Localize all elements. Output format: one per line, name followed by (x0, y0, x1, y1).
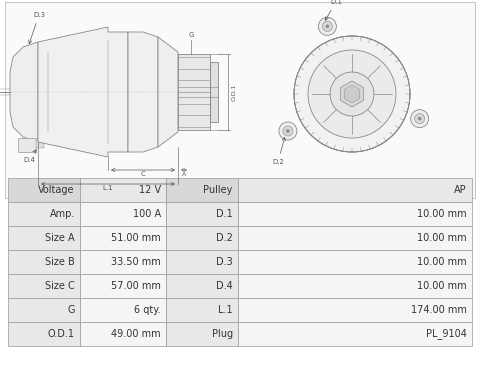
Circle shape (418, 117, 421, 120)
FancyBboxPatch shape (238, 274, 472, 298)
Text: D.2: D.2 (272, 137, 286, 165)
Text: PL_9104: PL_9104 (426, 329, 467, 340)
Text: 10.00 mm: 10.00 mm (418, 281, 467, 291)
FancyBboxPatch shape (166, 298, 238, 322)
Text: Voltage: Voltage (38, 185, 75, 195)
Text: Size A: Size A (45, 233, 75, 243)
FancyBboxPatch shape (166, 274, 238, 298)
FancyBboxPatch shape (80, 274, 166, 298)
Text: Size C: Size C (45, 281, 75, 291)
Text: A: A (182, 172, 186, 177)
FancyBboxPatch shape (36, 140, 44, 148)
Text: D.3: D.3 (29, 12, 45, 44)
Circle shape (411, 110, 429, 127)
Text: 10.00 mm: 10.00 mm (418, 209, 467, 219)
Text: 33.50 mm: 33.50 mm (111, 257, 161, 267)
FancyBboxPatch shape (166, 178, 238, 202)
FancyBboxPatch shape (166, 322, 238, 346)
Polygon shape (341, 81, 363, 107)
Text: 51.00 mm: 51.00 mm (111, 233, 161, 243)
Circle shape (318, 17, 336, 35)
Circle shape (330, 72, 374, 116)
Text: 10.00 mm: 10.00 mm (418, 257, 467, 267)
FancyBboxPatch shape (238, 322, 472, 346)
FancyBboxPatch shape (8, 202, 80, 226)
Text: C: C (141, 171, 145, 177)
FancyBboxPatch shape (80, 250, 166, 274)
Circle shape (294, 36, 410, 152)
Polygon shape (344, 85, 360, 103)
Text: G: G (67, 305, 75, 315)
Text: L.1: L.1 (103, 185, 113, 191)
Polygon shape (38, 27, 128, 157)
FancyBboxPatch shape (5, 2, 475, 198)
FancyBboxPatch shape (166, 250, 238, 274)
Circle shape (415, 114, 425, 124)
Text: 6 qty.: 6 qty. (134, 305, 161, 315)
FancyBboxPatch shape (238, 226, 472, 250)
Text: O.D.1: O.D.1 (232, 83, 237, 101)
FancyBboxPatch shape (178, 54, 210, 130)
FancyBboxPatch shape (80, 202, 166, 226)
Text: Plug: Plug (212, 329, 233, 339)
Text: D.4: D.4 (216, 281, 233, 291)
FancyBboxPatch shape (80, 178, 166, 202)
Polygon shape (282, 20, 426, 156)
FancyBboxPatch shape (238, 250, 472, 274)
FancyBboxPatch shape (238, 178, 472, 202)
Text: AP: AP (455, 185, 467, 195)
FancyBboxPatch shape (8, 298, 80, 322)
Polygon shape (158, 37, 178, 147)
FancyBboxPatch shape (80, 298, 166, 322)
Text: O.D.1: O.D.1 (48, 329, 75, 339)
Text: D.1: D.1 (325, 0, 342, 20)
Circle shape (287, 129, 289, 132)
Text: D.2: D.2 (216, 233, 233, 243)
Text: 49.00 mm: 49.00 mm (111, 329, 161, 339)
Circle shape (283, 126, 293, 136)
FancyBboxPatch shape (8, 250, 80, 274)
Text: Amp.: Amp. (49, 209, 75, 219)
Text: 12 V: 12 V (139, 185, 161, 195)
Text: 174.00 mm: 174.00 mm (411, 305, 467, 315)
Circle shape (326, 25, 329, 28)
Polygon shape (128, 32, 158, 152)
FancyBboxPatch shape (80, 322, 166, 346)
FancyBboxPatch shape (166, 202, 238, 226)
Text: Pulley: Pulley (204, 185, 233, 195)
Circle shape (279, 122, 297, 140)
Text: D.1: D.1 (216, 209, 233, 219)
Text: G: G (188, 32, 194, 38)
Text: D.4: D.4 (23, 150, 36, 163)
FancyBboxPatch shape (166, 226, 238, 250)
FancyBboxPatch shape (8, 322, 80, 346)
FancyBboxPatch shape (210, 62, 218, 122)
FancyBboxPatch shape (8, 226, 80, 250)
FancyBboxPatch shape (8, 274, 80, 298)
Polygon shape (10, 42, 38, 142)
Text: 10.00 mm: 10.00 mm (418, 233, 467, 243)
FancyBboxPatch shape (18, 138, 36, 152)
FancyBboxPatch shape (238, 202, 472, 226)
Text: L.1: L.1 (218, 305, 233, 315)
FancyBboxPatch shape (80, 226, 166, 250)
Circle shape (308, 50, 396, 138)
Text: 100 A: 100 A (132, 209, 161, 219)
Text: D.3: D.3 (216, 257, 233, 267)
Text: Size B: Size B (45, 257, 75, 267)
Text: 57.00 mm: 57.00 mm (111, 281, 161, 291)
FancyBboxPatch shape (8, 178, 80, 202)
FancyBboxPatch shape (238, 298, 472, 322)
Circle shape (323, 21, 332, 31)
